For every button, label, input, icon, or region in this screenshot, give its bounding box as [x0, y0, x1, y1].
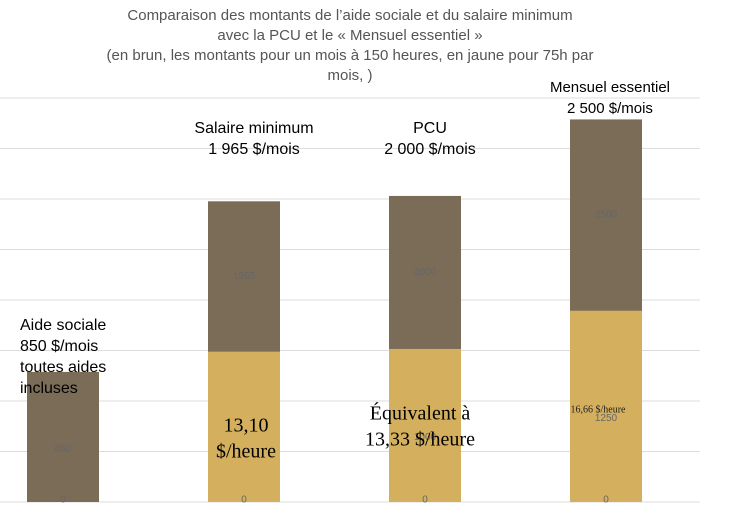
annotation: 1 965 $/mois [208, 141, 300, 158]
data-label: 2500 [595, 210, 618, 221]
bar [389, 348, 461, 502]
annotation: PCU [413, 120, 447, 137]
annotation: 13,33 $/heure [365, 429, 475, 451]
chart-title: Comparaison des montants de l’aide socia… [127, 7, 572, 24]
data-label: 0 [422, 495, 428, 506]
data-label: 1250 [595, 413, 618, 424]
data-label: 2000 [414, 267, 437, 278]
chart-title: mois, ) [328, 67, 373, 84]
bar [208, 351, 280, 502]
annotation: 13,10 [224, 415, 269, 437]
chart-title: avec la PCU et le « Mensuel essentiel » [217, 27, 482, 44]
data-label: 1000 [414, 432, 437, 443]
annotation: Salaire minimum [194, 120, 313, 137]
data-label: 0 [241, 495, 247, 506]
data-label: 850 [55, 444, 72, 455]
data-label: 0 [60, 495, 66, 506]
annotation: Équivalent à [370, 402, 471, 425]
annotation: Mensuel essentiel [550, 79, 670, 96]
annotation: Aide sociale [20, 317, 106, 334]
data-label: 0 [603, 495, 609, 506]
annotation: 16,66 $/heure [571, 404, 627, 415]
annotation: toutes aides [20, 359, 106, 376]
chart-title: (en brun, les montants pour un mois à 15… [107, 47, 594, 64]
annotation: 2 500 $/mois [567, 100, 653, 117]
bar [27, 371, 99, 502]
annotation: incluses [20, 380, 78, 397]
annotation: 850 $/mois [20, 338, 98, 355]
annotation: $/heure [216, 441, 276, 463]
annotation: 2 000 $/mois [384, 141, 476, 158]
data-label: 1965 [233, 271, 256, 282]
bar [570, 310, 642, 502]
